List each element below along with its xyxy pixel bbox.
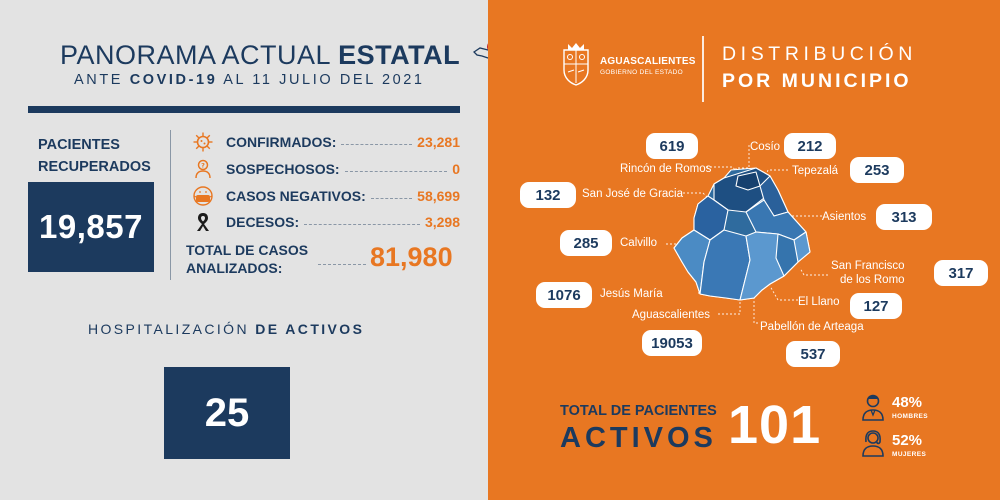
stat-row-suspected: ? SOSPECHOSOS: 0 xyxy=(190,158,460,180)
municipality-name: San Francisco de los Romo xyxy=(830,259,905,287)
active-patients-label: TOTAL DE PACIENTES xyxy=(560,403,717,419)
municipality-value-pill: 127 xyxy=(850,293,902,319)
stat-row-confirmed: CONFIRMADOS: 23,281 xyxy=(190,131,460,153)
municipality-name: Cosío xyxy=(750,141,781,153)
virus-icon xyxy=(190,131,216,153)
subtitle-pre: ANTE xyxy=(74,72,130,88)
stat-row-deaths: DECESOS: 3,298 xyxy=(190,211,460,233)
municipality-value-pill: 619 xyxy=(646,133,698,159)
municipality-value-pill: 285 xyxy=(560,230,612,256)
distribution-title-line2: POR MUNICIPIO xyxy=(722,70,912,92)
mourning-ribbon-icon xyxy=(190,211,216,233)
total-label-line1: TOTAL DE CASOS xyxy=(186,242,309,258)
municipality-distribution-panel: AGUASCALIENTES GOBIERNO DEL ESTADO DISTR… xyxy=(488,0,1000,500)
stat-label: SOSPECHOSOS: xyxy=(226,161,340,177)
title-normal: PANORAMA ACTUAL xyxy=(60,40,339,70)
total-label-line2: ANALIZADOS: xyxy=(186,260,283,276)
title-bold: ESTATAL xyxy=(338,40,461,70)
hospitalization-title: HOSPITALIZACIÓN DE ACTIVOS xyxy=(88,321,364,337)
hosp-title-normal: HOSPITALIZACIÓN xyxy=(88,321,256,337)
dashed-leader xyxy=(318,264,366,265)
state-name: AGUASCALIENTES xyxy=(600,56,696,67)
municipality-name: Jesús María xyxy=(600,288,663,300)
municipality-name: Tepezalá xyxy=(792,165,839,177)
state-panorama-panel: PANORAMA ACTUAL ESTATAL ANTE COVID-19 AL… xyxy=(0,0,511,500)
hosp-title-bold: DE ACTIVOS xyxy=(255,321,365,337)
hospitalization-value-box: 25 xyxy=(164,367,290,459)
recovered-value: 19,857 xyxy=(39,208,143,245)
suspect-person-icon: ? xyxy=(190,158,216,180)
recovered-value-box: 19,857 xyxy=(28,182,154,272)
recovered-label: PACIENTES RECUPERADOS xyxy=(38,137,151,175)
men-label: HOMBRES xyxy=(892,413,929,420)
active-word: ACTIVOS xyxy=(560,422,717,454)
distribution-title-line1: DISTRIBUCIÓN xyxy=(722,43,917,65)
municipality-name: Calvillo xyxy=(620,237,658,249)
municipality-name: Rincón de Romos xyxy=(620,163,712,175)
municipality-name: El Llano xyxy=(798,296,840,308)
stat-value: 3,298 xyxy=(424,214,460,230)
dashed-leader xyxy=(370,197,413,199)
dashed-leader xyxy=(341,143,413,145)
hospitalization-value: 25 xyxy=(204,390,250,435)
active-patients-value: 101 xyxy=(728,395,822,455)
subtitle-post: AL 11 JULIO DEL 2021 xyxy=(217,72,425,88)
stat-value: 23,281 xyxy=(417,134,460,150)
women-percentage: 52% xyxy=(892,432,923,449)
municipality-value-pill: 212 xyxy=(784,133,836,159)
dashed-leader xyxy=(304,223,420,225)
municipality-value-pill: 313 xyxy=(876,204,932,230)
municipality-name: Aguascalientes xyxy=(632,309,710,321)
page-title: PANORAMA ACTUAL ESTATAL xyxy=(60,38,512,71)
total-analyzed-label: TOTAL DE CASOS ANALIZADOS: xyxy=(186,241,308,277)
subtitle-bold: COVID-19 xyxy=(129,72,218,88)
municipality-value-pill: 1076 xyxy=(536,282,592,308)
men-percentage: 48% xyxy=(892,394,923,411)
municipality-name-line1: San Francisco xyxy=(831,260,905,272)
municipality-value-pill: 537 xyxy=(786,341,840,367)
municipality-name: San José de Gracia xyxy=(582,188,684,200)
municipality-name-line2: de los Romo xyxy=(840,274,905,286)
stat-label: DECESOS: xyxy=(226,214,300,230)
stat-label: CASOS NEGATIVOS: xyxy=(226,188,366,204)
stat-value: 58,699 xyxy=(417,188,460,204)
stat-value: 0 xyxy=(452,161,460,177)
municipality-name: Pabellón de Arteaga xyxy=(760,321,864,333)
municipality-value-pill: 19053 xyxy=(642,330,702,356)
municipality-value-pill: 253 xyxy=(850,157,904,183)
man-icon xyxy=(862,394,884,421)
page-subtitle: ANTE COVID-19 AL 11 JULIO DEL 2021 xyxy=(74,72,425,88)
header-separator xyxy=(702,36,704,102)
woman-icon xyxy=(862,430,884,457)
municipality-value-pill: 317 xyxy=(934,260,988,286)
stat-row-negative: CASOS NEGATIVOS: 58,699 xyxy=(190,185,460,207)
municipality-name: Asientos xyxy=(822,211,867,223)
municipality-value-pill: 132 xyxy=(520,182,576,208)
state-government-label: GOBIERNO DEL ESTADO xyxy=(600,69,683,76)
total-analyzed-value: 81,980 xyxy=(370,242,453,272)
svg-text:?: ? xyxy=(201,162,205,170)
stat-label: CONFIRMADOS: xyxy=(226,134,337,150)
stats-divider xyxy=(170,130,171,280)
women-label: MUJERES xyxy=(892,451,927,458)
state-seal-logo xyxy=(563,43,589,86)
dashed-leader xyxy=(344,170,448,172)
header-divider xyxy=(28,106,460,113)
face-mask-icon xyxy=(190,185,216,207)
